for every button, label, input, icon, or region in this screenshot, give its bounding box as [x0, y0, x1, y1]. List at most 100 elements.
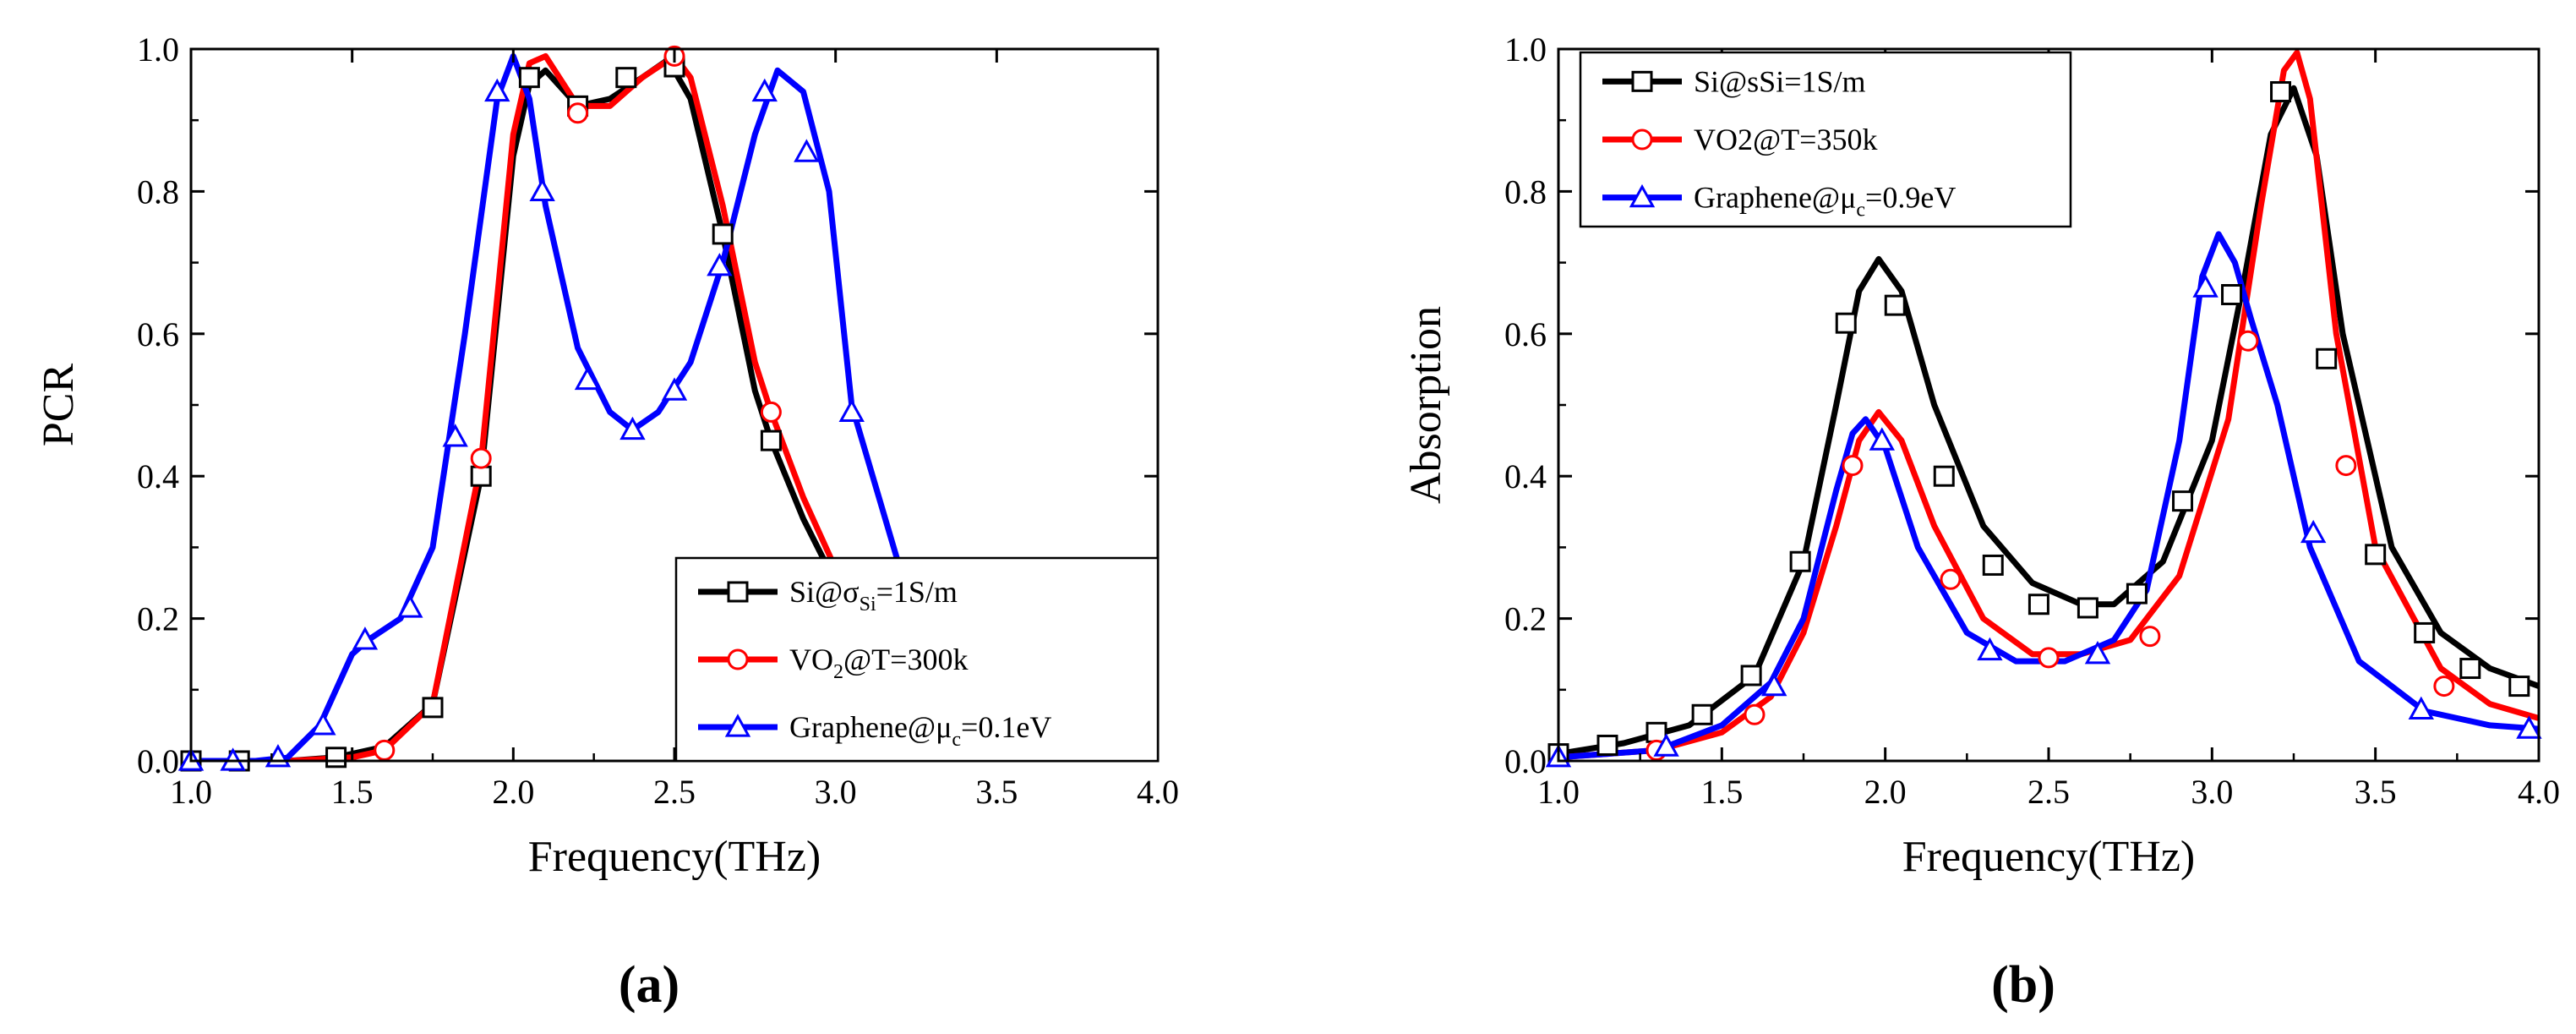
- y-tick-label: 0.8: [1504, 172, 1547, 211]
- data-point-s1-14: [2172, 490, 2194, 512]
- data-point-s3-11: [619, 416, 646, 440]
- data-point-s3-8: [484, 78, 510, 102]
- data-point-s1-8: [1884, 294, 1906, 316]
- x-tick-label: 1.0: [1537, 773, 1580, 811]
- data-point-s2-8: [2335, 455, 2357, 477]
- data-point-s1-4: [422, 697, 444, 719]
- data-point-s3-15: [794, 139, 820, 162]
- x-axis-title: Frequency(THz): [1902, 833, 2196, 881]
- legend-marker-1: [1631, 70, 1653, 92]
- data-point-s3-6: [2084, 640, 2111, 665]
- data-point-s2-3: [1842, 455, 1864, 477]
- data-point-s2-3: [567, 102, 589, 124]
- x-tick-label: 2.5: [653, 773, 696, 811]
- legend-label-3: Graphene@μc=0.1eV: [789, 710, 1051, 751]
- x-axis-title: Frequency(THz): [528, 833, 821, 881]
- data-point-s1-20: [2459, 658, 2481, 680]
- data-point-s2-4: [1940, 568, 1962, 590]
- y-axis-title: PCR: [35, 364, 83, 447]
- x-tick-label: 3.0: [815, 773, 857, 811]
- data-point-s1-17: [2316, 347, 2338, 369]
- legend-marker-3: [1629, 183, 1656, 208]
- x-tick-label: 3.5: [975, 773, 1018, 811]
- y-tick-label: 0.8: [137, 172, 179, 211]
- data-point-s2-1: [374, 739, 396, 761]
- legend-marker-3: [724, 714, 751, 737]
- data-point-s3-14: [751, 78, 778, 102]
- data-point-s1-5: [470, 465, 492, 487]
- data-point-s3-9: [2408, 696, 2434, 719]
- data-point-s1-9: [1933, 465, 1955, 487]
- data-point-s1-8: [615, 67, 637, 89]
- data-point-s1-15: [2221, 283, 2243, 305]
- data-point-s3-5: [352, 626, 379, 650]
- data-point-s3-9: [529, 178, 555, 202]
- data-point-s1-10: [712, 223, 734, 245]
- data-point-s1-7: [1835, 312, 1857, 334]
- panel-b: 1.0 1.5 2.0 2.5 3.0 3.5 4.0 0.0 0.2 0.4 0.6 0.8 1.0 F…: [1402, 30, 2560, 1014]
- y-tick-label: 0.6: [1504, 315, 1547, 353]
- data-point-s1-18: [2365, 544, 2387, 566]
- data-point-s2-7: [2237, 330, 2259, 352]
- x-tick-label: 3.0: [2191, 773, 2233, 811]
- data-point-s1-3: [325, 747, 347, 769]
- legend-label-1: Si@σSi=1S/m: [789, 575, 958, 615]
- data-point-s1-10: [1982, 554, 2004, 576]
- x-tick-label: 3.5: [2355, 773, 2397, 811]
- data-point-s1-5: [1740, 665, 1762, 687]
- data-point-s1-11: [2028, 594, 2049, 615]
- data-point-s1-21: [2508, 676, 2530, 698]
- data-point-s2-5: [2038, 647, 2060, 669]
- data-point-s2-5: [760, 401, 782, 423]
- y-tick-label: 0.2: [137, 600, 179, 638]
- data-point-s3-4: [310, 712, 336, 736]
- x-tick-label: 4.0: [2518, 773, 2560, 811]
- legend: Si@sSi=1S/m VO2@T=350k Graphene@μc=0.9eV: [1579, 51, 2072, 228]
- series-line-3: [1558, 231, 2539, 761]
- x-tick-label: 4.0: [1137, 773, 1179, 811]
- x-tick-label: 2.5: [2028, 773, 2070, 811]
- y-tick-label: 0.4: [1504, 457, 1547, 495]
- data-point-s1-13: [2126, 583, 2148, 605]
- y-tick-label: 1.0: [137, 30, 179, 68]
- data-point-s1-19: [2414, 621, 2436, 643]
- y-tick-label: 0.6: [137, 315, 179, 353]
- panel-label: (b): [1991, 956, 2055, 1014]
- data-point-s3-10: [574, 366, 601, 391]
- y-axis-title: Absorption: [1402, 306, 1450, 504]
- legend: Si@σSi=1S/m VO2@T=300k Graphene@μc=0.1eV: [674, 556, 1160, 763]
- x-tick-label: 1.0: [170, 773, 212, 811]
- data-point-s3-8: [2300, 519, 2327, 544]
- y-tick-label: 0.0: [137, 742, 179, 780]
- x-tick-label: 1.5: [1700, 773, 1743, 811]
- data-point-s2-2: [470, 447, 492, 469]
- data-point-s3-6: [397, 594, 423, 618]
- data-point-s1-6: [518, 67, 540, 89]
- x-tick-label: 2.0: [1864, 773, 1907, 811]
- y-tick-label: 0.2: [1504, 600, 1547, 638]
- data-point-s2-9: [2433, 676, 2455, 698]
- data-point-s3-3: [1761, 672, 1787, 697]
- data-point-s1-6: [1789, 550, 1811, 572]
- legend-label-3: Graphene@μc=0.9eV: [1694, 181, 1956, 222]
- data-point-s3-12: [661, 377, 688, 401]
- panel-a: 1.0 1.5 2.0 2.5 3.0 3.5 4.0 0.0 0.2 0.4 0.6 0.8 1.0 F…: [35, 30, 1179, 1014]
- legend-marker-1: [727, 581, 749, 603]
- data-point-s3-4: [1869, 427, 1895, 451]
- x-tick-label: 2.0: [492, 773, 534, 811]
- data-point-s1-11: [760, 429, 782, 451]
- data-point-s2-2: [1744, 703, 1766, 725]
- data-point-s1-2: [1596, 734, 1618, 756]
- data-point-s3-13: [707, 253, 733, 276]
- data-point-s1-12: [2077, 597, 2098, 619]
- data-point-s1-16: [2270, 81, 2292, 103]
- data-point-s3-5: [1977, 637, 2003, 661]
- data-point-s3-7: [2192, 274, 2219, 298]
- legend-marker-2: [727, 648, 749, 670]
- legend-label-1: Si@sSi=1S/m: [1694, 64, 1866, 98]
- data-point-s3-10: [2516, 715, 2542, 739]
- data-point-s2-6: [2139, 626, 2161, 648]
- y-tick-label: 1.0: [1504, 30, 1547, 68]
- data-point-s3-16: [838, 398, 865, 423]
